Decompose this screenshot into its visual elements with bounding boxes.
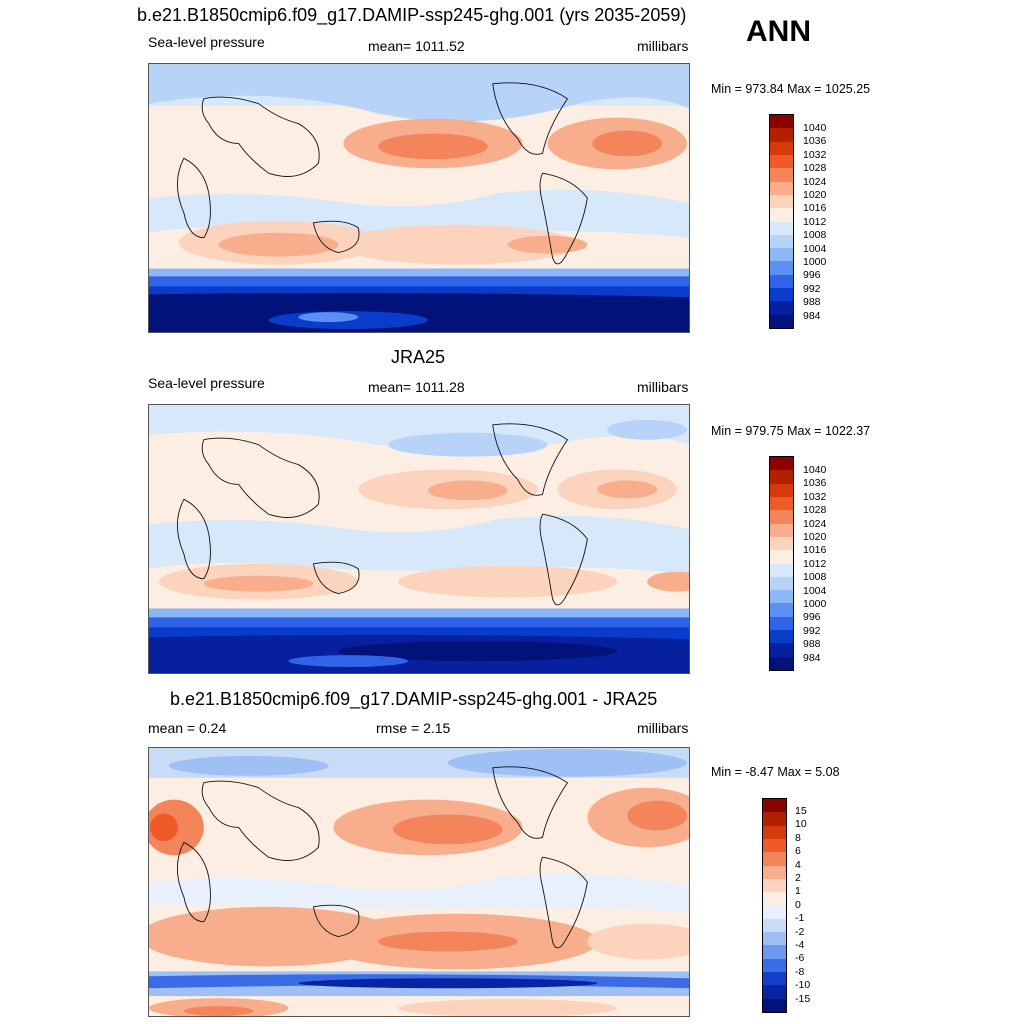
colorbar-tick: 1000 <box>803 256 827 269</box>
panel3-map <box>148 747 690 1017</box>
panel2-map <box>148 404 690 674</box>
colorbar-tick: -2 <box>795 925 805 938</box>
colorbar-tick: 988 <box>803 296 821 309</box>
colorbar-tick: 996 <box>803 269 821 282</box>
colorbar-tick: 984 <box>803 309 821 322</box>
colorbar-tick: 15 <box>795 805 807 817</box>
panel1-map-field <box>149 64 689 332</box>
colorbar-tick: 992 <box>803 624 821 637</box>
panel2-minmax: Min = 979.75 Max = 1022.37 <box>711 424 871 438</box>
panel3-title: b.e21.B1850cmip6.f09_g17.DAMIP-ssp245-gh… <box>170 689 658 709</box>
season-label: ANN <box>746 15 811 48</box>
panel2-colorbar <box>769 456 794 671</box>
panel2-mean-label: mean= 1011.28 <box>368 379 465 395</box>
colorbar-tick: 4 <box>795 858 801 871</box>
colorbar-tick: 8 <box>795 831 801 844</box>
colorbar-tick: -4 <box>795 939 805 952</box>
colorbar-tick: -10 <box>795 979 811 992</box>
colorbar-tick: 1004 <box>803 584 827 597</box>
panel1-colorbar-ticks: 1040 1036 1032 1028 1024 1020 1016 1012 1008 1004… <box>803 122 826 323</box>
colorbar-tick: 1012 <box>803 215 827 228</box>
panel2-colorbar-ticks: 1040 1036 1032 1028 1024 1020 1016 1012 1008 1004… <box>803 464 826 665</box>
colorbar-tick: 1 <box>795 885 801 898</box>
colorbar-tick: 1004 <box>803 242 827 255</box>
panel1-minmax: Min = 973.84 Max = 1025.25 <box>711 82 871 96</box>
panel3-map-field <box>149 748 689 1016</box>
panel3-minmax: Min = -8.47 Max = 5.08 <box>711 765 840 779</box>
panel1-units-label: millibars <box>637 38 689 54</box>
panel3-mean-label: mean = 0.24 <box>148 720 227 736</box>
colorbar-tick: 1040 <box>803 122 827 134</box>
colorbar-tick: 1024 <box>803 517 827 530</box>
colorbar-tick: 2 <box>795 872 801 885</box>
colorbar-tick: 1008 <box>803 229 827 242</box>
colorbar-tick: 1024 <box>803 175 827 188</box>
colorbar-tick: 10 <box>795 818 807 831</box>
colorbar-tick: 1012 <box>803 557 827 570</box>
panel1-title: b.e21.B1850cmip6.f09_g17.DAMIP-ssp245-gh… <box>137 5 687 25</box>
colorbar-tick: 1008 <box>803 571 827 584</box>
colorbar-tick: -6 <box>795 952 805 965</box>
panel2-units-label: millibars <box>637 379 689 395</box>
colorbar-tick: 0 <box>795 898 801 911</box>
colorbar-tick: -1 <box>795 912 805 925</box>
colorbar-tick: 1016 <box>803 544 827 557</box>
colorbar-tick: 1020 <box>803 531 827 544</box>
panel1-variable-label: Sea-level pressure <box>148 34 265 50</box>
colorbar-tick: 1020 <box>803 189 827 202</box>
colorbar-tick: 1036 <box>803 477 827 490</box>
colorbar-tick: 6 <box>795 845 801 858</box>
panel3-colorbar <box>762 798 787 1013</box>
colorbar-tick: -15 <box>795 992 811 1005</box>
colorbar-tick: 1028 <box>803 162 827 175</box>
colorbar-tick: 984 <box>803 651 821 664</box>
colorbar-tick: -8 <box>795 965 805 978</box>
colorbar-tick: 996 <box>803 611 821 624</box>
colorbar-tick: 1000 <box>803 598 827 611</box>
colorbar-tick: 1040 <box>803 464 827 476</box>
colorbar-tick: 1016 <box>803 202 827 215</box>
panel2-map-field <box>149 405 689 673</box>
colorbar-tick: 1028 <box>803 504 827 517</box>
colorbar-tick: 992 <box>803 282 821 295</box>
panel3-rmse-label: rmse = 2.15 <box>376 720 451 736</box>
panel3-colorbar-ticks: 15 10 8 6 4 2 1 0 -1 -2 -4 -6 -8 -10 -15 <box>795 805 810 1006</box>
panel1-map <box>148 63 690 333</box>
panel2-variable-label: Sea-level pressure <box>148 375 265 391</box>
panel2-title: JRA25 <box>391 347 446 367</box>
panel3-units-label: millibars <box>637 720 689 736</box>
colorbar-tick: 1032 <box>803 490 827 503</box>
panel1-colorbar <box>769 114 794 329</box>
colorbar-tick: 1032 <box>803 148 827 161</box>
colorbar-tick: 988 <box>803 638 821 651</box>
panel1-mean-label: mean= 1011.52 <box>368 38 465 54</box>
colorbar-tick: 1036 <box>803 135 827 148</box>
